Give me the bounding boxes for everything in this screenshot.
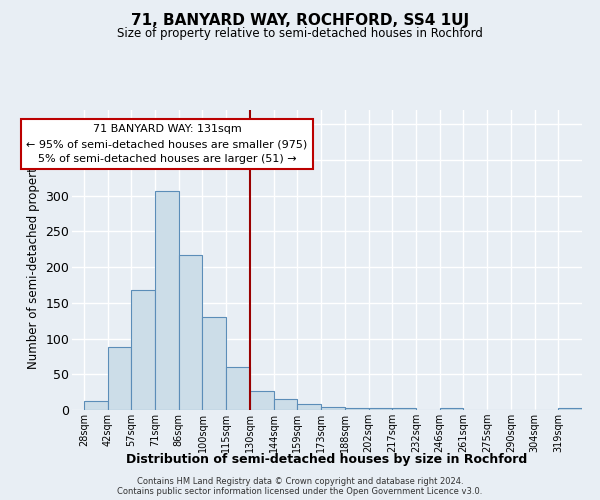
Bar <box>107 347 131 410</box>
Text: 71 BANYARD WAY: 131sqm
← 95% of semi-detached houses are smaller (975)
5% of sem: 71 BANYARD WAY: 131sqm ← 95% of semi-det… <box>26 124 308 164</box>
Text: Distribution of semi-detached houses by size in Rochford: Distribution of semi-detached houses by … <box>127 454 527 466</box>
Bar <box>392 408 416 410</box>
Bar <box>298 404 321 410</box>
Bar <box>345 408 368 410</box>
Y-axis label: Number of semi-detached properties: Number of semi-detached properties <box>27 150 40 370</box>
Bar <box>274 398 298 410</box>
Bar <box>202 317 226 410</box>
Text: Contains HM Land Registry data © Crown copyright and database right 2024.: Contains HM Land Registry data © Crown c… <box>137 476 463 486</box>
Bar <box>155 190 179 410</box>
Bar <box>226 367 250 410</box>
Text: 71, BANYARD WAY, ROCHFORD, SS4 1UJ: 71, BANYARD WAY, ROCHFORD, SS4 1UJ <box>131 12 469 28</box>
Bar <box>250 390 274 410</box>
Bar <box>558 408 582 410</box>
Bar <box>440 408 463 410</box>
Text: Size of property relative to semi-detached houses in Rochford: Size of property relative to semi-detach… <box>117 28 483 40</box>
Bar <box>321 407 345 410</box>
Bar <box>368 408 392 410</box>
Bar <box>131 290 155 410</box>
Text: Contains public sector information licensed under the Open Government Licence v3: Contains public sector information licen… <box>118 486 482 496</box>
Bar <box>84 400 107 410</box>
Bar <box>179 255 202 410</box>
